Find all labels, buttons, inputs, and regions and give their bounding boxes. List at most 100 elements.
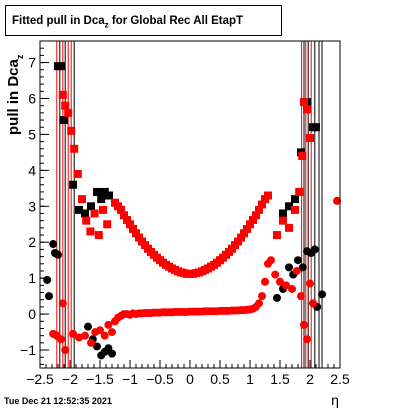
y-axis-label: pull in Dcaz bbox=[5, 54, 25, 135]
square-marker bbox=[295, 187, 304, 196]
circle-marker bbox=[294, 256, 302, 265]
timestamp: Tue Dec 21 12:52:35 2021 bbox=[4, 396, 112, 406]
square-marker bbox=[240, 229, 248, 238]
circle-marker bbox=[49, 240, 58, 249]
x-tick-label: −2.5 bbox=[26, 371, 54, 387]
x-tick-label: 1 bbox=[246, 371, 254, 387]
circle-marker bbox=[57, 335, 65, 344]
square-marker bbox=[58, 90, 67, 99]
square-marker bbox=[97, 195, 106, 204]
square-marker bbox=[78, 195, 86, 204]
circle-marker bbox=[255, 299, 263, 308]
square-marker bbox=[123, 215, 131, 224]
chart-title-suffix: for Global Rec All EtapT bbox=[108, 15, 244, 27]
square-marker bbox=[279, 216, 287, 225]
circle-marker bbox=[273, 293, 281, 302]
square-marker bbox=[273, 231, 281, 240]
square-marker bbox=[129, 224, 137, 233]
circle-marker bbox=[318, 290, 326, 299]
x-tick-label: −1.5 bbox=[86, 371, 114, 387]
square-marker bbox=[117, 205, 125, 214]
circle-marker bbox=[261, 277, 269, 286]
circle-marker bbox=[297, 292, 305, 301]
square-marker bbox=[60, 116, 68, 125]
circle-marker bbox=[96, 326, 104, 335]
x-axis-label: η bbox=[331, 392, 339, 408]
circle-marker bbox=[300, 320, 308, 329]
square-marker bbox=[303, 105, 311, 114]
circle-marker bbox=[282, 281, 290, 290]
circle-marker bbox=[298, 263, 307, 272]
square-marker bbox=[105, 191, 113, 200]
circle-marker bbox=[100, 331, 109, 340]
square-marker bbox=[291, 195, 299, 204]
x-tick-label: −0.5 bbox=[146, 371, 174, 387]
circle-marker bbox=[93, 342, 101, 351]
circle-marker bbox=[303, 335, 311, 344]
x-tick-label: 2.5 bbox=[330, 371, 350, 387]
chart-title-prefix: Fitted pull in Dca bbox=[12, 15, 105, 27]
square-marker bbox=[61, 101, 70, 110]
square-marker bbox=[99, 205, 107, 214]
circle-marker bbox=[81, 331, 89, 340]
circle-marker bbox=[258, 292, 266, 301]
circle-marker bbox=[276, 277, 284, 286]
square-marker bbox=[291, 205, 299, 214]
square-marker bbox=[90, 209, 99, 218]
circle-marker bbox=[271, 270, 280, 279]
square-marker bbox=[285, 223, 293, 232]
square-marker bbox=[87, 202, 95, 211]
square-marker bbox=[249, 215, 257, 224]
plot-frame bbox=[39, 40, 341, 369]
square-marker bbox=[67, 126, 76, 135]
circle-marker bbox=[333, 196, 341, 205]
square-marker bbox=[93, 187, 101, 196]
square-marker bbox=[126, 220, 134, 229]
circle-marker bbox=[108, 328, 116, 337]
circle-marker bbox=[306, 279, 314, 288]
circle-marker bbox=[58, 299, 67, 308]
x-tick-label: 1.5 bbox=[270, 371, 290, 387]
error-bar-layer bbox=[56, 41, 323, 368]
y-tick-label: 7 bbox=[28, 55, 36, 71]
square-marker bbox=[94, 231, 103, 240]
circle-marker bbox=[69, 329, 77, 338]
x-tick-label: 2 bbox=[306, 371, 314, 387]
square-marker bbox=[237, 233, 245, 242]
y-tick-label: 3 bbox=[28, 198, 36, 214]
square-marker bbox=[100, 187, 109, 196]
circle-marker bbox=[61, 346, 70, 355]
square-marker bbox=[70, 144, 79, 153]
x-tick-label: 0.5 bbox=[210, 371, 230, 387]
x-axis: −2.5 −2 −1.5 −1 −0.5 0 0.5 1 1.5 2 2.5 bbox=[26, 360, 350, 387]
square-marker bbox=[279, 209, 287, 218]
circle-marker bbox=[43, 275, 52, 284]
y-axis-label-sub: z bbox=[15, 54, 25, 59]
square-marker bbox=[258, 200, 266, 209]
square-marker bbox=[75, 205, 83, 214]
square-marker bbox=[69, 180, 77, 189]
circle-marker bbox=[108, 349, 116, 358]
x-tick-label: 0 bbox=[186, 371, 194, 387]
square-marker bbox=[103, 220, 112, 229]
square-marker bbox=[57, 62, 65, 71]
y-tick-label: 6 bbox=[28, 90, 36, 106]
y-axis: −1 0 1 2 3 4 5 6 7 bbox=[20, 47, 49, 365]
square-marker bbox=[306, 134, 314, 143]
chart-title: Fitted pull in Dcaz for Global Rec All E… bbox=[5, 5, 282, 36]
circle-marker bbox=[285, 263, 293, 272]
square-marker bbox=[312, 123, 320, 132]
y-tick-label: 0 bbox=[28, 306, 36, 322]
square-marker bbox=[246, 220, 254, 229]
y-tick-label: 2 bbox=[28, 234, 36, 250]
square-marker bbox=[86, 227, 95, 236]
square-marker bbox=[82, 216, 91, 225]
circle-marker bbox=[267, 256, 275, 265]
circle-marker bbox=[54, 250, 62, 259]
circle-marker bbox=[87, 338, 95, 347]
circle-marker bbox=[45, 292, 53, 301]
x-tick-label: −2 bbox=[62, 371, 78, 387]
y-tick-label: 5 bbox=[28, 126, 36, 142]
